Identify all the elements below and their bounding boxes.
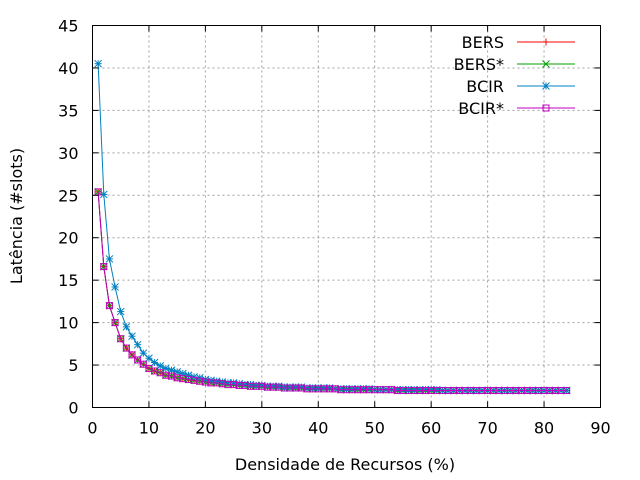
x-axis-label: Densidade de Recursos (%) <box>235 455 455 474</box>
data-point-bcir-star <box>128 351 136 359</box>
y-tick-label: 0 <box>68 399 78 418</box>
marker-stroke <box>105 255 114 263</box>
y-tick-label: 15 <box>58 271 78 290</box>
marker-stroke <box>542 82 550 90</box>
data-point-bcir <box>145 354 153 363</box>
axis-ticks: 0 10 20 30 40 50 60 70 80 90 0 5 10 15 20 25 30 35 40 45 <box>58 17 611 438</box>
x-tick-label: 40 <box>308 419 328 438</box>
x-tick-label: 80 <box>534 419 554 438</box>
y-axis-label: Latência (#slots) <box>7 148 26 284</box>
series-layer <box>94 59 571 395</box>
data-point-bcir <box>122 323 131 331</box>
data-point-bcir-star <box>563 387 571 395</box>
plot-frame <box>92 25 601 408</box>
legend-label: BERS* <box>454 55 504 74</box>
marker-stroke <box>133 340 142 349</box>
marker-stroke <box>111 283 119 291</box>
y-tick-label: 35 <box>58 101 78 120</box>
data-point-bcir-star <box>122 344 130 352</box>
marker-stroke <box>116 307 125 316</box>
marker-stroke <box>145 354 153 363</box>
legend-item-bers: BERS <box>462 33 575 52</box>
legend-item-bers-star: BERS* <box>454 55 575 74</box>
legend-marker-bers-star <box>542 60 550 68</box>
data-point-bcir <box>150 358 159 367</box>
x-tick-label: 20 <box>195 419 215 438</box>
y-tick-label: 5 <box>68 356 78 375</box>
grid <box>92 25 601 408</box>
data-point-bcir <box>94 59 102 68</box>
marker-stroke <box>542 60 550 68</box>
y-tick-label: 40 <box>58 59 78 78</box>
data-point-bcir <box>133 340 142 349</box>
data-point-bcir-star <box>134 356 142 364</box>
data-point-bcir <box>116 307 125 316</box>
marker-stroke <box>128 332 136 341</box>
marker-stroke <box>99 190 108 199</box>
data-point-bcir <box>128 332 136 341</box>
x-tick-label: 90 <box>590 419 610 438</box>
marker-stroke <box>139 349 148 358</box>
series-line-bcir-star <box>97 191 567 392</box>
x-tick-label: 50 <box>365 419 385 438</box>
series-line-bers <box>97 191 567 392</box>
legend-marker-bcir-star <box>542 104 550 112</box>
series-bers <box>94 188 571 395</box>
x-tick-label: 70 <box>477 419 497 438</box>
marker-stroke <box>150 358 159 367</box>
data-point-bcir-star <box>139 360 147 368</box>
data-point-bcir-star <box>100 263 108 271</box>
y-tick-label: 10 <box>58 314 78 333</box>
legend-item-bcir: BCIR <box>466 77 575 96</box>
y-tick-label: 25 <box>58 186 78 205</box>
x-tick-label: 0 <box>87 419 97 438</box>
legend-label: BCIR <box>466 77 504 96</box>
data-point-bcir <box>105 255 114 263</box>
data-point-bcir-star <box>117 335 125 343</box>
series-bers-star <box>94 188 571 395</box>
legend-label: BCIR* <box>458 99 504 118</box>
marker-stroke <box>122 323 131 331</box>
y-tick-label: 45 <box>58 17 78 36</box>
legend-marker-bcir <box>542 82 550 90</box>
data-point-bcir <box>111 283 119 291</box>
legend-marker-bers <box>542 38 550 46</box>
y-tick-label: 20 <box>58 229 78 248</box>
legend: BERS BERS* BCIR BCIR* <box>454 33 575 118</box>
y-tick-label: 30 <box>58 144 78 163</box>
x-tick-label: 60 <box>421 419 441 438</box>
legend-label: BERS <box>462 33 504 52</box>
x-tick-label: 30 <box>252 419 272 438</box>
data-point-bcir-star <box>105 302 113 310</box>
series-bcir-star <box>94 188 571 395</box>
legend-item-bcir-star: BCIR* <box>458 99 575 118</box>
marker-stroke <box>94 59 102 68</box>
series-line-bers-star <box>97 191 567 392</box>
data-point-bcir <box>173 367 182 376</box>
x-tick-label: 10 <box>139 419 159 438</box>
data-point-bcir-star <box>111 319 119 327</box>
